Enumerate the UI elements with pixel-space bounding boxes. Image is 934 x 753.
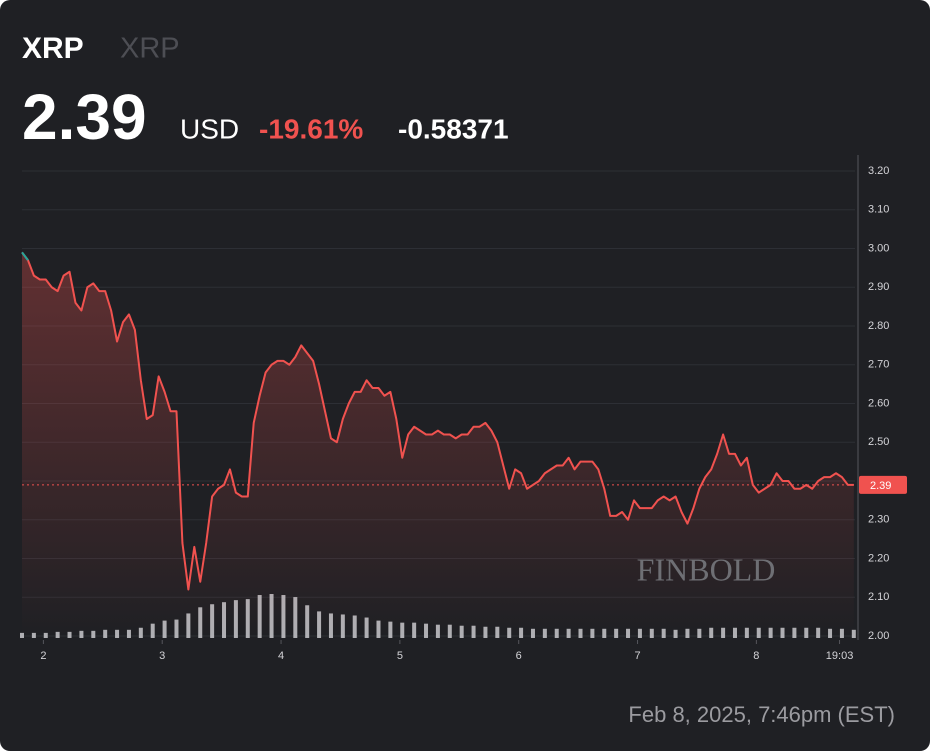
x-tick-label: 7 xyxy=(634,650,640,662)
y-tick-label: 2.60 xyxy=(868,397,889,409)
y-tick-label: 2.30 xyxy=(868,514,889,526)
x-tick-label: 5 xyxy=(397,650,403,662)
currency: USD xyxy=(180,113,239,144)
y-tick-label: 2.80 xyxy=(868,320,889,332)
y-tick-label: 2.90 xyxy=(868,281,889,293)
volume-bar xyxy=(851,629,856,638)
y-tick-label: 2.00 xyxy=(868,630,889,642)
y-tick-label: 3.10 xyxy=(868,204,889,216)
x-tick-label: 2 xyxy=(40,650,46,662)
change: -0.58371 xyxy=(398,113,509,144)
asset-name: XRP xyxy=(120,33,180,65)
timestamp: Feb 8, 2025, 7:46pm (EST) xyxy=(628,702,895,727)
y-tick-label: 3.00 xyxy=(868,242,889,254)
x-tick-label: 4 xyxy=(278,650,284,662)
x-tick-label: 6 xyxy=(516,650,522,662)
price: 2.39 xyxy=(22,81,147,153)
change-percent: -19.61% xyxy=(259,113,363,144)
price-tag xyxy=(859,475,907,494)
price-line-start xyxy=(21,251,29,261)
x-tick-label: 3 xyxy=(159,650,165,662)
x-tick-label: 19:03 xyxy=(826,650,854,662)
x-tick-label: 8 xyxy=(753,650,759,662)
y-tick-label: 3.20 xyxy=(868,165,889,177)
price-area xyxy=(22,252,854,636)
y-tick-label: 2.50 xyxy=(868,436,889,448)
y-tick-label: 2.10 xyxy=(868,591,889,603)
price-tag-label: 2.39 xyxy=(870,480,891,492)
price-line xyxy=(21,251,854,591)
y-tick-label: 2.20 xyxy=(868,552,889,564)
y-tick-label: 2.70 xyxy=(868,359,889,371)
symbol: XRP xyxy=(22,32,84,65)
watermark: FINBOLD xyxy=(637,551,776,587)
